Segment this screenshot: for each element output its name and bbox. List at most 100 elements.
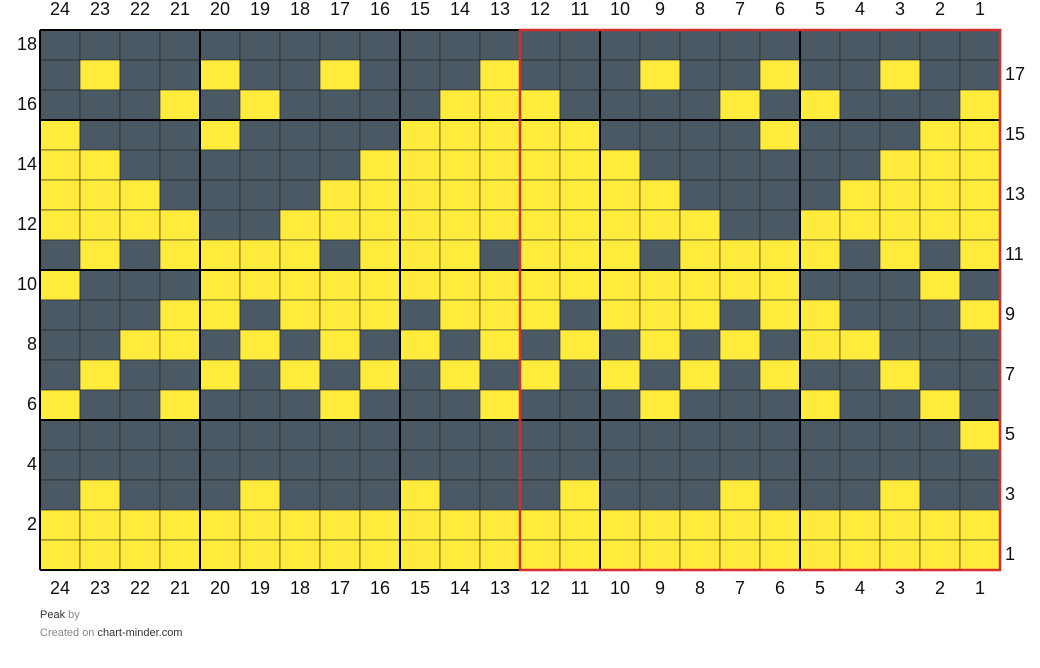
- stitch: [199, 449, 241, 481]
- stitch: [79, 539, 121, 571]
- stitch: [679, 119, 721, 151]
- stitch: [919, 299, 961, 331]
- column-label: 20: [210, 0, 230, 19]
- stitch: [39, 59, 81, 91]
- stitch: [879, 509, 921, 541]
- stitch: [439, 59, 481, 91]
- stitch: [39, 329, 81, 361]
- stitch: [319, 329, 361, 361]
- stitch: [559, 179, 601, 211]
- stitch: [279, 89, 321, 121]
- stitch: [359, 299, 401, 331]
- stitch: [559, 299, 601, 331]
- stitch: [159, 179, 201, 211]
- stitch: [79, 419, 121, 451]
- stitch: [279, 59, 321, 91]
- stitch: [959, 389, 1001, 421]
- stitch: [679, 359, 721, 391]
- stitch: [399, 389, 441, 421]
- column-label: 3: [895, 0, 905, 19]
- stitch: [319, 389, 361, 421]
- pattern-title: Peak: [40, 609, 66, 621]
- stitch: [799, 209, 841, 241]
- stitch: [159, 419, 201, 451]
- stitch: [319, 449, 361, 481]
- stitch: [719, 329, 761, 361]
- stitch: [199, 419, 241, 451]
- stitch: [319, 29, 361, 61]
- stitch: [919, 269, 961, 301]
- stitch: [319, 119, 361, 151]
- stitch: [199, 149, 241, 181]
- stitch: [519, 209, 561, 241]
- stitch: [879, 479, 921, 511]
- column-label: 9: [655, 578, 665, 598]
- stitch: [39, 419, 81, 451]
- stitch: [799, 29, 841, 61]
- stitch: [919, 89, 961, 121]
- stitch: [399, 209, 441, 241]
- stitch: [519, 29, 561, 61]
- stitch: [239, 389, 281, 421]
- stitch: [799, 329, 841, 361]
- stitch: [79, 209, 121, 241]
- column-label: 3: [895, 578, 905, 598]
- by-label: by: [68, 609, 80, 621]
- stitch: [759, 269, 801, 301]
- stitch: [279, 389, 321, 421]
- stitch: [439, 89, 481, 121]
- stitch: [559, 509, 601, 541]
- row-label: 18: [17, 34, 37, 54]
- stitch: [279, 29, 321, 61]
- stitch: [319, 359, 361, 391]
- stitch: [439, 419, 481, 451]
- stitch: [719, 449, 761, 481]
- stitch: [559, 119, 601, 151]
- column-label: 16: [370, 578, 390, 598]
- stitch: [319, 299, 361, 331]
- stitch: [39, 359, 81, 391]
- stitch: [679, 179, 721, 211]
- stitch: [559, 269, 601, 301]
- stitch: [79, 329, 121, 361]
- column-label: 9: [655, 0, 665, 19]
- stitch: [839, 89, 881, 121]
- stitch: [79, 29, 121, 61]
- stitch: [639, 119, 681, 151]
- stitch: [959, 119, 1001, 151]
- stitch: [319, 239, 361, 271]
- stitch: [239, 419, 281, 451]
- stitch: [159, 269, 201, 301]
- stitch: [399, 239, 441, 271]
- stitch: [559, 449, 601, 481]
- stitch: [79, 149, 121, 181]
- stitch: [519, 479, 561, 511]
- stitch: [639, 419, 681, 451]
- stitch: [479, 269, 521, 301]
- stitch: [759, 209, 801, 241]
- stitch: [399, 59, 441, 91]
- created-label: Created on: [40, 627, 94, 639]
- site-link[interactable]: chart-minder.com: [98, 627, 183, 639]
- stitch: [239, 239, 281, 271]
- stitch: [39, 119, 81, 151]
- stitch: [119, 539, 161, 571]
- row-label: 3: [1005, 484, 1015, 504]
- column-label: 8: [695, 578, 705, 598]
- stitch: [639, 359, 681, 391]
- stitch: [799, 419, 841, 451]
- stitch: [359, 419, 401, 451]
- stitch: [679, 509, 721, 541]
- stitch: [119, 89, 161, 121]
- stitch: [759, 539, 801, 571]
- column-label: 4: [855, 578, 865, 598]
- stitch: [519, 59, 561, 91]
- stitch: [839, 59, 881, 91]
- stitch: [239, 539, 281, 571]
- stitch: [279, 419, 321, 451]
- stitch: [959, 149, 1001, 181]
- stitch: [559, 59, 601, 91]
- stitch: [359, 269, 401, 301]
